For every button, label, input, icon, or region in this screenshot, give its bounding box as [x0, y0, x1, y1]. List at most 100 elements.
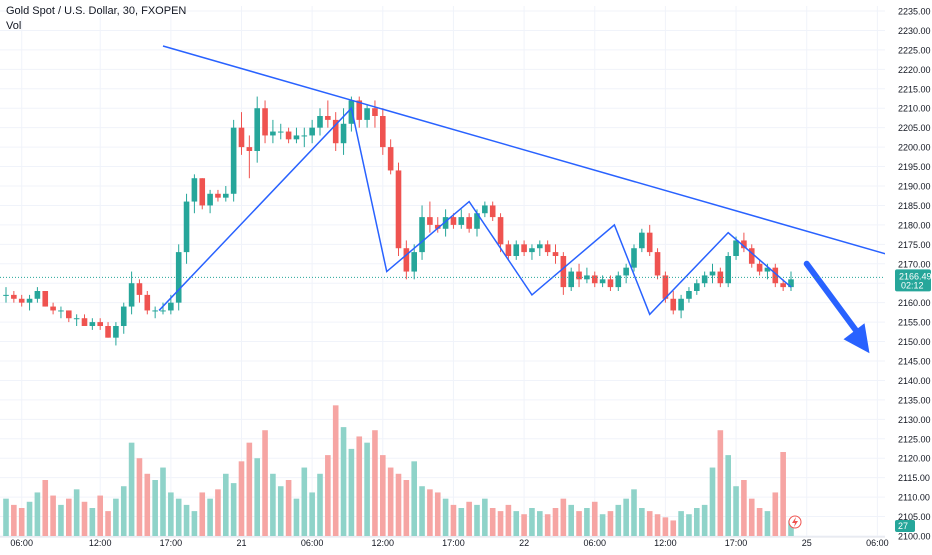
volume-bar — [442, 498, 449, 536]
candle — [434, 217, 441, 233]
lightning-icon-bolt — [792, 517, 798, 527]
candle-body — [254, 108, 260, 151]
candle — [301, 127, 308, 148]
volume-bar — [646, 511, 653, 536]
candle — [81, 314, 88, 326]
volume-bar — [26, 501, 33, 536]
volume-bar — [403, 480, 410, 536]
candle — [175, 244, 182, 311]
lightning-icon — [788, 515, 802, 529]
candle — [191, 174, 198, 214]
volume-bar — [607, 511, 614, 536]
candle — [427, 201, 433, 233]
volume-bar — [434, 492, 441, 536]
time-tick-label: 17:00 — [725, 538, 748, 548]
candle-body — [73, 318, 80, 320]
candle — [293, 127, 300, 144]
volume-bar — [230, 483, 237, 536]
volume-bar — [348, 448, 355, 536]
candle-body — [788, 279, 794, 288]
candle — [26, 294, 33, 311]
candle-body — [199, 178, 206, 206]
candle — [544, 240, 551, 256]
candle — [120, 302, 127, 334]
candle-body — [58, 310, 64, 312]
candle-body — [293, 135, 300, 140]
candle-body — [42, 291, 49, 307]
candle-body — [709, 271, 716, 276]
candle-body — [340, 123, 347, 144]
candle — [607, 275, 614, 291]
volume-bar — [175, 498, 182, 536]
candle — [521, 240, 527, 256]
volume-bar — [113, 498, 119, 536]
candle — [364, 104, 370, 128]
volume-bar — [364, 442, 370, 536]
candle-body — [152, 310, 158, 312]
volume-bar — [725, 455, 731, 536]
volume-bar — [411, 461, 417, 536]
candle-body — [364, 108, 370, 120]
candle — [144, 291, 151, 315]
volume-bar — [395, 473, 402, 536]
candle-body — [568, 271, 574, 288]
volume-bar — [529, 508, 535, 536]
volume-bar — [191, 511, 198, 536]
candle — [270, 119, 276, 144]
candle — [238, 112, 245, 155]
price-tick-label: 2220.00 — [898, 65, 931, 75]
candle — [136, 279, 143, 303]
candle — [89, 318, 96, 330]
candle-body — [301, 135, 308, 137]
time-tick-label: 22 — [519, 538, 529, 548]
price-tick-label: 2195.00 — [898, 162, 931, 172]
candle-body — [309, 127, 315, 136]
grid — [0, 6, 885, 537]
candle — [42, 291, 49, 307]
volume-bar — [246, 442, 253, 536]
price-tick-label: 2100.00 — [898, 532, 931, 542]
candle — [529, 244, 535, 260]
volume-bar — [733, 486, 739, 536]
volume-bar — [427, 489, 433, 536]
candle-body — [380, 116, 386, 148]
candle-body — [160, 310, 166, 312]
price-tick-label: 2160.00 — [898, 298, 931, 308]
volume-bar — [591, 501, 598, 536]
volume-bar — [372, 430, 378, 536]
candle — [380, 108, 386, 155]
candle — [772, 263, 779, 288]
candle — [482, 201, 488, 218]
volume-bar — [717, 430, 724, 536]
candle — [254, 96, 260, 163]
candle-body — [285, 131, 292, 140]
candle-body — [403, 248, 410, 272]
candle-body — [411, 252, 417, 272]
volume-bar — [34, 492, 41, 536]
candle — [105, 322, 111, 338]
candle-body — [183, 201, 190, 253]
time-axis[interactable]: 06:00 12:00 17:00 21 06:00 12:00 17:00 22 06:00 1… — [0, 515, 932, 548]
volume-bar — [183, 504, 190, 536]
volume-bar — [144, 473, 151, 536]
volume-bar — [701, 504, 708, 536]
drawings[interactable] — [158, 45, 894, 354]
price-axis[interactable]: 2100.00 2105.00 2110.00 2115.00 2120.00 2125.… — [885, 0, 932, 550]
candle — [285, 127, 292, 144]
candle-body — [733, 240, 739, 256]
candle — [73, 314, 80, 326]
volume-bar — [152, 480, 158, 536]
volume-indicator-label: Vol — [6, 20, 22, 32]
time-tick-label: 17:00 — [160, 538, 183, 548]
candle — [66, 310, 72, 323]
candle-body — [215, 193, 221, 198]
volume-bar — [497, 511, 504, 536]
candle — [262, 100, 268, 144]
volume-bar — [694, 508, 700, 536]
candle — [654, 248, 661, 280]
candle-body — [113, 326, 119, 338]
volume-bar — [788, 520, 794, 536]
volume-bar — [262, 430, 268, 536]
